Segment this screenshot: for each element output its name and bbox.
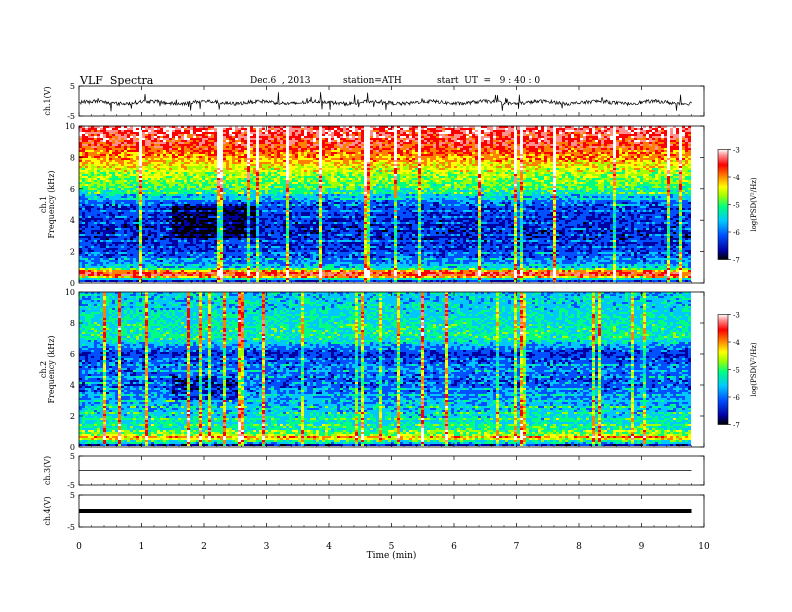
y-tick-label: 5 (70, 491, 75, 500)
y-tick-label: 0 (70, 279, 75, 288)
x-tick-label: 4 (326, 542, 332, 552)
colorbar-tick-label: -4 (733, 174, 740, 182)
panel-frame (79, 86, 704, 116)
y-tick-label: -5 (67, 523, 75, 532)
x-tick-label: 7 (514, 542, 520, 552)
y-tick-label: 10 (65, 288, 75, 297)
y-tick-label: 4 (70, 216, 75, 225)
x-tick-label: 0 (76, 542, 82, 552)
x-tick-label: 2 (201, 542, 207, 552)
x-tick-label: 6 (451, 542, 457, 552)
colorbar-tick-label: -6 (733, 394, 740, 402)
y-axis-label: ch.4(V) (43, 496, 52, 525)
colorbar-label: log(PSD(V²/Hz) (750, 177, 758, 232)
ch2-spectrogram (79, 292, 704, 447)
x-tick-label: 10 (698, 542, 710, 552)
colorbar-tick-label: -7 (733, 257, 740, 265)
y-tick-label: 5 (70, 82, 75, 91)
y-tick-label: 5 (70, 452, 75, 461)
y-tick-label: 0 (70, 443, 75, 452)
y-tick-label: 6 (70, 350, 75, 359)
y-tick-label: 8 (70, 153, 75, 162)
colorbar-tick-label: -5 (733, 202, 740, 210)
x-tick-label: 9 (639, 542, 645, 552)
y-tick-label: 8 (70, 319, 75, 328)
colorbar-tick-label: -3 (733, 312, 740, 320)
colorbar-label: log(PSD(V²/Hz) (750, 342, 758, 397)
y-tick-label: 6 (70, 185, 75, 194)
x-tick-label: 3 (264, 542, 270, 552)
colorbar-tick-label: -5 (733, 367, 740, 375)
vlf-figure: 5-5ch.1(V)0246810ch.1 Frequency (kHz)0246… (0, 0, 792, 612)
y-axis-label: ch.3(V) (43, 456, 52, 485)
y-axis-label: ch.1(V) (43, 86, 52, 115)
x-axis-label: Time (min) (367, 550, 417, 561)
y-tick-label: 2 (70, 248, 75, 257)
ch1-trace (79, 92, 692, 111)
y-tick-label: -5 (67, 481, 75, 490)
colorbar-ch2 (718, 315, 728, 425)
y-axis-label: Frequency (kHz) (47, 170, 56, 238)
colorbar-tick-label: -3 (733, 147, 740, 155)
y-tick-label: 10 (65, 122, 75, 131)
colorbar-tick-label: -6 (733, 229, 740, 237)
x-tick-label: 8 (576, 542, 582, 552)
y-tick-label: 4 (70, 381, 75, 390)
x-tick-label: 1 (139, 542, 145, 552)
y-tick-label: 2 (70, 412, 75, 421)
y-tick-label: -5 (67, 112, 75, 121)
y-axis-label: Frequency (kHz) (47, 335, 56, 403)
colorbar-tick-label: -4 (733, 339, 740, 347)
colorbar-ch1 (718, 150, 728, 260)
colorbar-tick-label: -7 (733, 422, 740, 430)
ch1-spectrogram (79, 126, 704, 283)
